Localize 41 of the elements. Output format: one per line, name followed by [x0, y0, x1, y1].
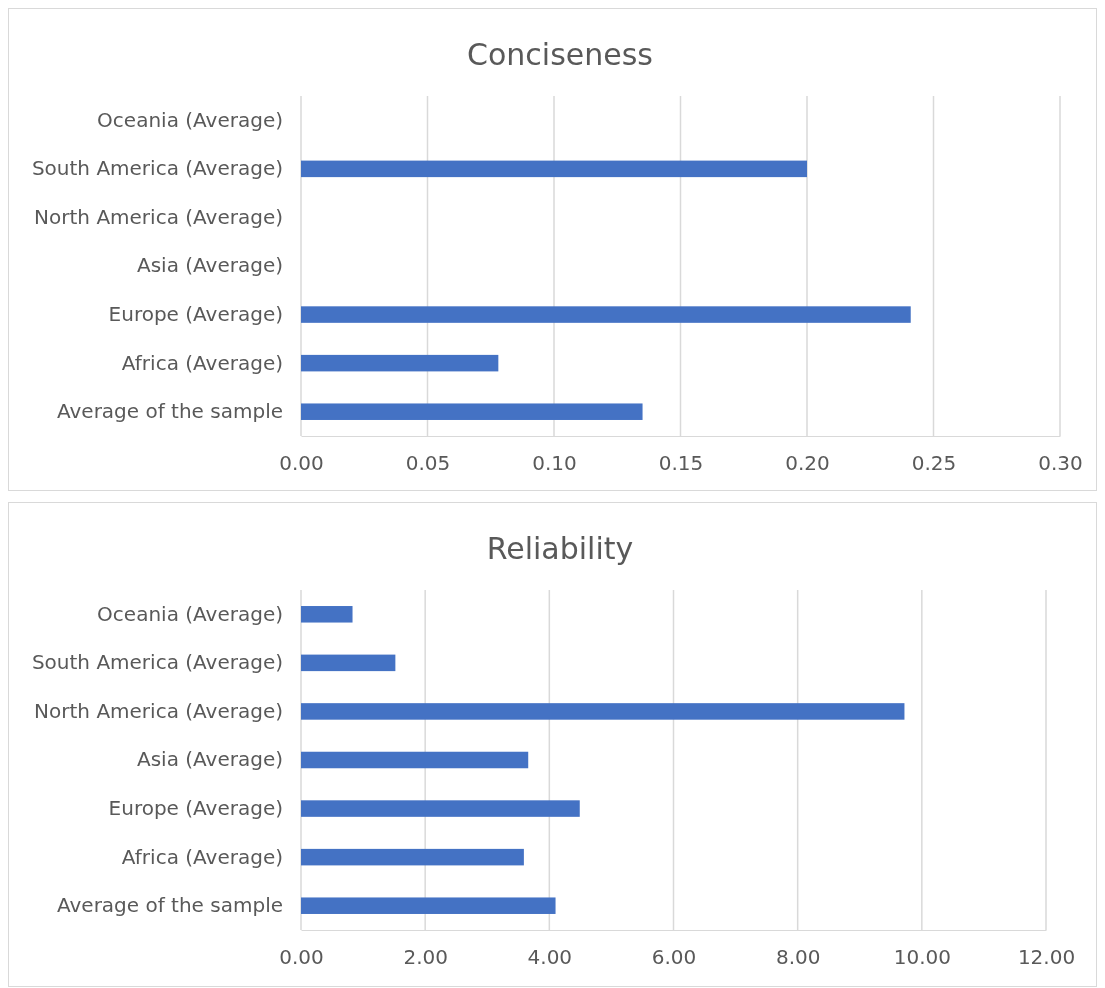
bar: [301, 654, 396, 672]
y-tick-label: South America (Average): [31, 650, 283, 675]
x-tick-label: 12.00: [1017, 945, 1076, 970]
x-tick-label: 0.00: [279, 945, 324, 970]
y-tick-label: Oceania (Average): [97, 601, 283, 626]
bar: [301, 751, 529, 769]
y-tick-label: Oceania (Average): [97, 107, 283, 132]
bar: [301, 403, 643, 420]
bar: [301, 606, 353, 623]
y-tick-label: Africa (Average): [121, 844, 283, 869]
x-tick-label: 0.15: [658, 451, 704, 476]
chart-title: Conciseness: [467, 37, 653, 72]
x-tick-label: 0.25: [911, 451, 957, 476]
bar: [301, 160, 807, 178]
x-tick-label: 0.30: [1038, 451, 1083, 476]
x-tick-label: 2.00: [403, 945, 448, 970]
y-tick-label: South America (Average): [31, 156, 283, 181]
x-tick-label: 0.20: [785, 451, 830, 476]
bar: [301, 354, 499, 372]
x-tick-label: 8.00: [775, 945, 821, 970]
bar: [301, 800, 580, 817]
x-tick-label: 0.05: [405, 451, 451, 476]
y-tick-label: Asia (Average): [136, 253, 283, 278]
bar: [301, 897, 556, 914]
y-tick-label: North America (Average): [34, 698, 283, 723]
y-tick-label: Average of the sample: [56, 399, 283, 424]
x-tick-label: 0.10: [532, 451, 577, 476]
y-tick-label: Africa (Average): [121, 350, 283, 375]
y-tick-label: Asia (Average): [136, 747, 283, 772]
y-tick-label: Europe (Average): [108, 301, 283, 326]
x-tick-label: 4.00: [527, 945, 573, 970]
y-tick-label: North America (Average): [34, 204, 283, 229]
x-tick-label: 10.00: [893, 945, 951, 970]
x-tick-label: 6.00: [651, 945, 697, 970]
y-tick-label: Average of the sample: [56, 893, 283, 918]
bar: [301, 306, 911, 323]
bar: [301, 848, 524, 866]
y-tick-label: Europe (Average): [108, 795, 283, 820]
x-tick-label: 0.00: [279, 451, 324, 476]
bar: [301, 703, 905, 720]
chart-title: Reliability: [486, 531, 634, 566]
